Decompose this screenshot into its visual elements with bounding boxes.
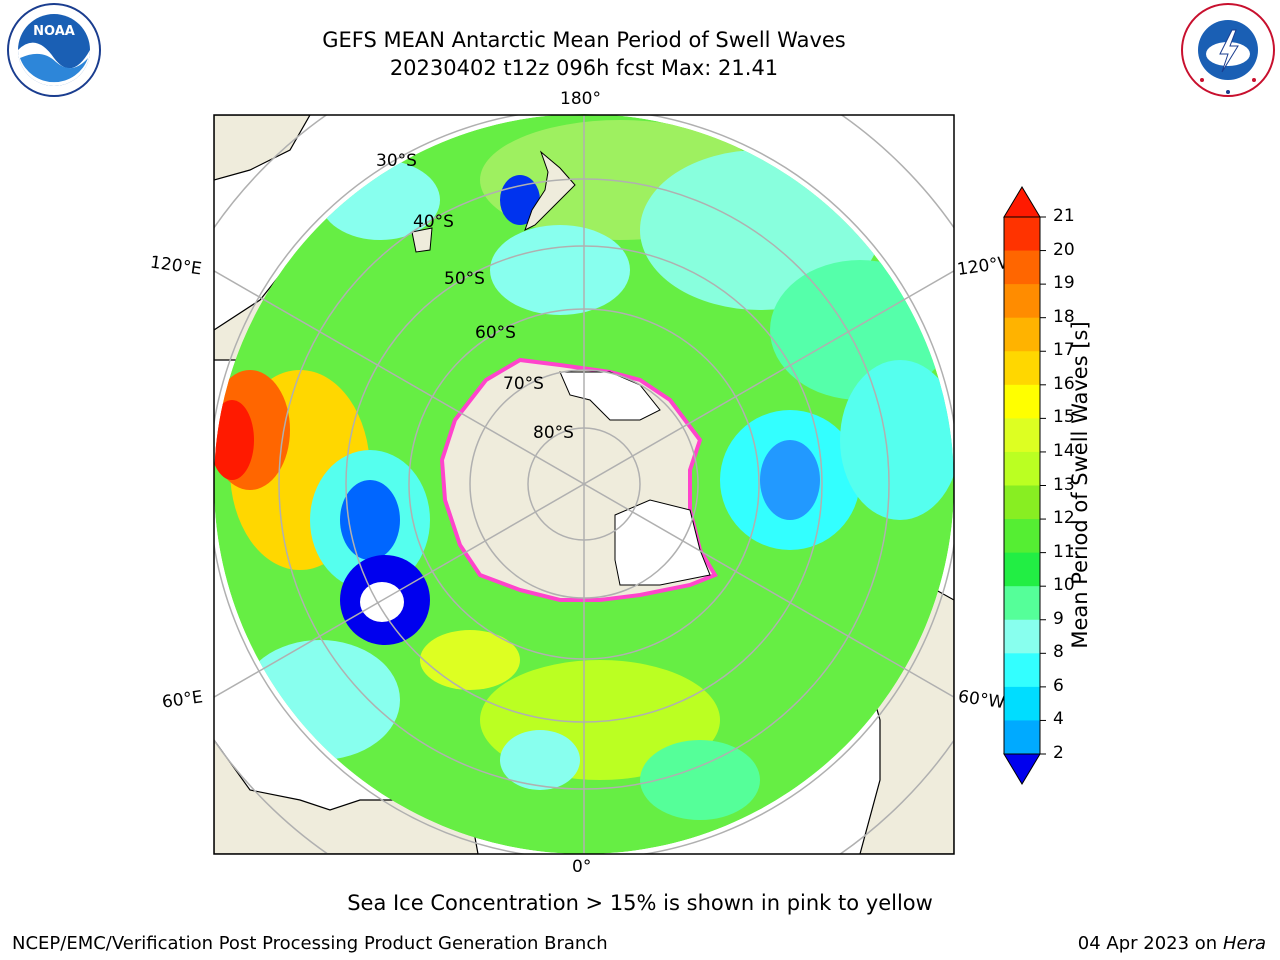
graticule bbox=[214, 115, 954, 854]
colorbar-band bbox=[1004, 284, 1040, 319]
colorbar-tick-label: 10 bbox=[1053, 575, 1075, 596]
noaa-logo: NOAA bbox=[7, 3, 101, 97]
colorbar-label: Mean Period of Swell Waves [s] bbox=[1068, 321, 1092, 649]
colorbar-tick-label: 16 bbox=[1053, 373, 1075, 394]
lat-label-40s: 40°S bbox=[413, 212, 454, 232]
lat-label-50s: 50°S bbox=[444, 269, 485, 289]
colorbar-tick-label: 11 bbox=[1053, 541, 1075, 562]
colorbar-band bbox=[1004, 418, 1040, 453]
lon-label-180: 180° bbox=[560, 89, 601, 109]
lat-label-80s: 80°S bbox=[533, 423, 574, 443]
colorbar-tick-label: 6 bbox=[1053, 675, 1064, 696]
lon-label-0: 0° bbox=[572, 857, 592, 877]
colorbar-tick-label: 18 bbox=[1053, 306, 1075, 327]
chart-subtitle: 20230402 t12z 096h fcst Max: 21.41 bbox=[389, 56, 779, 80]
colorbar-band bbox=[1004, 451, 1040, 486]
sea-ice-note: Sea Ice Concentration > 15% is shown in … bbox=[347, 891, 933, 915]
swell-period-field bbox=[214, 114, 954, 854]
colorbar-tick-label: 14 bbox=[1053, 440, 1075, 461]
colorbar-band bbox=[1004, 384, 1040, 419]
colorbar-band bbox=[1004, 552, 1040, 587]
footer-host: Hera bbox=[1222, 933, 1266, 954]
colorbar-tick-label: 15 bbox=[1053, 407, 1075, 428]
colorbar-band bbox=[1004, 720, 1040, 755]
lat-label-60s: 60°S bbox=[475, 323, 516, 343]
colorbar-extend-min bbox=[1003, 753, 1041, 785]
colorbar-band bbox=[1004, 351, 1040, 386]
colorbar-tick-label: 12 bbox=[1053, 508, 1075, 529]
colorbar-band bbox=[1004, 519, 1040, 554]
nws-logo bbox=[1181, 3, 1275, 97]
colorbar-band bbox=[1004, 485, 1040, 520]
colorbar-band bbox=[1004, 317, 1040, 352]
colorbar-tick-label: 17 bbox=[1053, 340, 1075, 361]
colorbar-tick-label: 2 bbox=[1053, 743, 1064, 763]
lat-label-30s: 30°S bbox=[376, 151, 417, 171]
colorbar-tick-label: 9 bbox=[1053, 608, 1064, 629]
colorbar-band bbox=[1004, 619, 1040, 654]
colorbar-band bbox=[1004, 250, 1040, 285]
colorbar-extend-max bbox=[1003, 186, 1041, 218]
colorbar-band bbox=[1004, 653, 1040, 688]
colorbar-tick-label: 21 bbox=[1053, 206, 1075, 226]
colorbar-tick-label: 8 bbox=[1053, 642, 1064, 663]
colorbar-tick-label: 19 bbox=[1053, 273, 1075, 294]
svg-text:NOAA: NOAA bbox=[33, 24, 75, 39]
colorbar-tick-label: 20 bbox=[1053, 239, 1075, 260]
chart-title: GEFS MEAN Antarctic Mean Period of Swell… bbox=[322, 28, 846, 52]
colorbar-band bbox=[1004, 686, 1040, 721]
map-frame bbox=[213, 114, 955, 855]
colorbar-tick-label: 4 bbox=[1053, 709, 1064, 730]
colorbar-band bbox=[1004, 586, 1040, 621]
colorbar-band bbox=[1004, 217, 1040, 252]
lat-label-70s: 70°S bbox=[503, 374, 544, 394]
colorbar-tick-label: 13 bbox=[1053, 474, 1075, 495]
footer-credit: NCEP/EMC/Verification Post Processing Pr… bbox=[12, 933, 608, 954]
footer-date-text: 04 Apr 2023 on bbox=[1077, 933, 1218, 954]
footer-date: 04 Apr 2023 on Hera bbox=[1078, 933, 1266, 954]
new-zealand bbox=[411, 150, 576, 253]
colorbar bbox=[1003, 186, 1046, 785]
